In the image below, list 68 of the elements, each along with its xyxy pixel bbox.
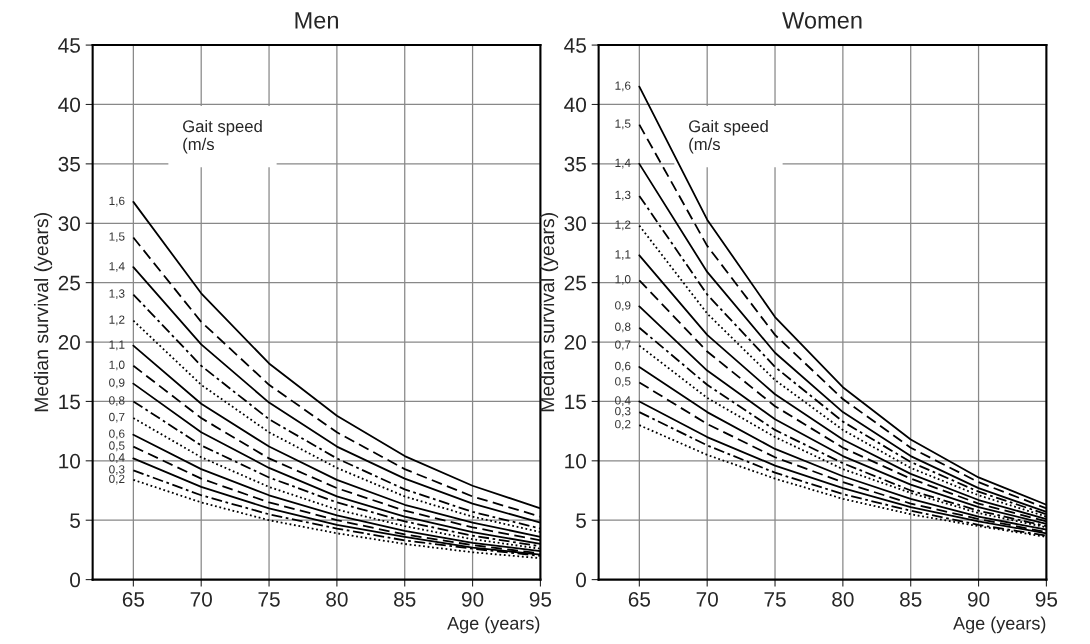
y-tick-label: 15	[59, 394, 80, 410]
x-tick-label: 70	[696, 591, 718, 607]
series-label: 0,5	[109, 441, 125, 452]
x-tick-label: 85	[394, 591, 416, 607]
series-label: 1,5	[109, 232, 125, 243]
series-label: 1,3	[109, 289, 125, 300]
x-tick-label: 75	[764, 592, 786, 607]
series-label: 0,3	[109, 465, 125, 475]
series-label: 0,8	[615, 322, 631, 333]
x-tick-label: 80	[326, 591, 348, 607]
series-label: 0,9	[109, 378, 125, 389]
x-tick-label: 75	[258, 592, 280, 607]
series-label: 1,3	[615, 190, 631, 201]
series-label: 0,2	[109, 474, 125, 485]
series-label: 0,2	[615, 419, 631, 430]
y-tick-label: 35	[58, 156, 80, 172]
series-label: 1,4	[109, 262, 125, 272]
series-label: 0,9	[615, 301, 631, 311]
y-tick-label: 40	[564, 97, 587, 113]
series-label: 1,6	[615, 81, 631, 92]
series-label: 0,6	[615, 361, 631, 372]
y-tick-label: 10	[565, 453, 587, 469]
annotation: Gait speed (m/s	[183, 119, 262, 154]
series-label: 1,2	[109, 315, 125, 326]
y-tick-label: 30	[58, 216, 81, 232]
x-tick-label: 85	[900, 591, 922, 607]
y-tick-label: 20	[564, 335, 587, 350]
series-label: 1,1	[109, 340, 125, 351]
x-tick-label: 90	[461, 591, 484, 607]
x-tick-label: 90	[967, 591, 990, 607]
y-tick-label: 0	[70, 572, 81, 588]
series-label: 1,4	[615, 158, 631, 169]
y-tick-label: 25	[58, 275, 80, 291]
y-tick-label: 35	[564, 156, 586, 172]
y-tick-label: 10	[59, 453, 81, 469]
y-tick-label: 30	[564, 216, 587, 232]
chart-title: Women	[782, 12, 862, 29]
series-label: 0,7	[615, 340, 631, 351]
annotation: Gait speed (m/s	[689, 119, 768, 154]
x-tick-label: 80	[832, 591, 854, 607]
series-label: 1,1	[615, 250, 631, 260]
y-tick-label: 45	[564, 38, 586, 53]
y-tick-label: 5	[576, 513, 586, 528]
y-tick-label: 25	[564, 275, 586, 291]
x-tick-label: 95	[1035, 591, 1058, 607]
y-tick-label: 0	[576, 572, 587, 588]
series-label: 1,0	[109, 360, 125, 371]
y-tick-label: 20	[58, 335, 81, 350]
series-label: 0,4	[109, 453, 125, 464]
x-tick-label: 95	[529, 591, 552, 607]
y-tick-label: 5	[70, 513, 80, 528]
x-axis-title: Age (years)	[953, 616, 1046, 634]
x-tick-label: 65	[628, 591, 651, 607]
x-tick-label: 65	[122, 591, 145, 607]
y-axis-title: Median survival (years)	[539, 213, 559, 412]
y-axis-title: Median survival (years)	[33, 213, 53, 412]
chart-title: Men	[295, 12, 338, 29]
series-label: 1,5	[615, 119, 631, 130]
x-tick-label: 70	[190, 591, 212, 607]
series-label: 0,3	[615, 406, 631, 417]
y-tick-label: 45	[58, 38, 80, 53]
series-label: 0,7	[109, 412, 125, 423]
x-axis-title: Age (years)	[447, 616, 540, 634]
series-label: 0,5	[615, 377, 631, 387]
series-label: 1,6	[109, 196, 125, 207]
y-tick-label: 40	[58, 97, 81, 113]
series-label: 0,6	[109, 429, 125, 440]
y-tick-label: 15	[565, 394, 586, 410]
